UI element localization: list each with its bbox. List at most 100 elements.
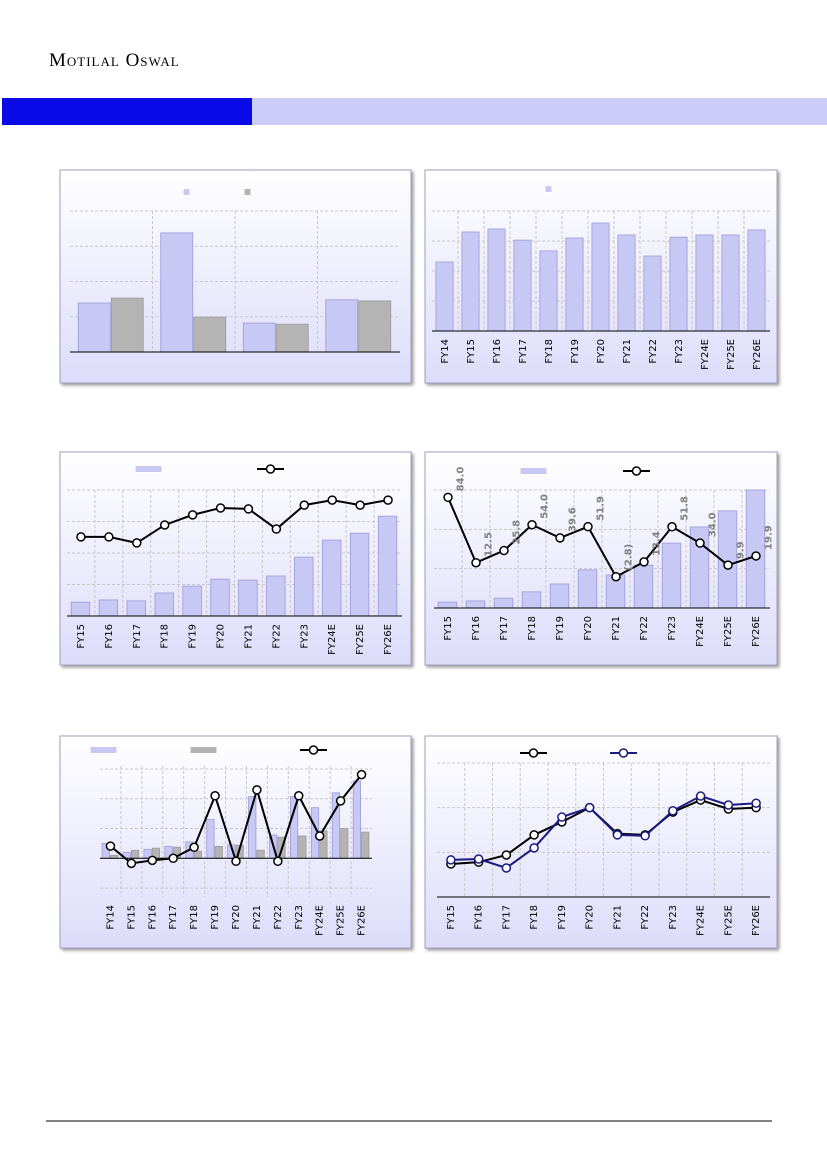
legend-marker bbox=[308, 745, 319, 755]
marker bbox=[105, 841, 116, 851]
data-label: 13.4 bbox=[652, 531, 663, 556]
data-label: 51.9 bbox=[596, 496, 607, 521]
bar bbox=[358, 300, 392, 353]
x-tick-label: FY24E bbox=[700, 339, 711, 370]
marker bbox=[294, 791, 304, 801]
x-tick-label: FY26E bbox=[357, 905, 368, 936]
marker bbox=[501, 863, 512, 873]
x-tick-label: FY14 bbox=[105, 905, 116, 930]
panel bbox=[59, 735, 412, 949]
bar bbox=[633, 564, 654, 609]
marker bbox=[168, 853, 178, 864]
bar bbox=[643, 255, 662, 332]
marker bbox=[314, 831, 325, 841]
legend-swatch bbox=[519, 467, 548, 475]
bar bbox=[617, 234, 636, 332]
bar bbox=[539, 250, 558, 332]
x-tick-label: FY24E bbox=[696, 905, 707, 936]
x-tick-label: FY20 bbox=[596, 339, 607, 364]
bar bbox=[377, 515, 398, 617]
legend-marker bbox=[528, 748, 539, 758]
marker bbox=[584, 802, 595, 813]
x-tick-label: FY20 bbox=[216, 624, 227, 649]
x-tick-label: FY15 bbox=[126, 905, 137, 930]
x-tick-label: FY18 bbox=[529, 905, 540, 930]
x-tick-label: FY18 bbox=[160, 624, 171, 649]
x-tick-label: FY24E bbox=[327, 624, 338, 655]
bar bbox=[214, 845, 223, 859]
x-tick-label: FY18 bbox=[527, 616, 538, 641]
bar bbox=[487, 228, 506, 332]
brand: Motilal Oswal bbox=[49, 50, 180, 71]
marker bbox=[639, 557, 649, 567]
x-tick-label: FY20 bbox=[583, 616, 594, 641]
x-tick-label: FY23 bbox=[668, 905, 679, 930]
marker bbox=[243, 504, 254, 514]
bar bbox=[238, 579, 258, 617]
marker bbox=[252, 785, 262, 795]
chart: FY15 FY16 FY17 FY18 FY19 FY20 FY21 FY22 FY23 FY24… bbox=[437, 748, 770, 936]
bar bbox=[289, 796, 299, 859]
x-tick-label: FY21 bbox=[243, 624, 254, 649]
x-tick-label: FY17 bbox=[132, 624, 143, 649]
x-tick-label: FY26E bbox=[383, 624, 394, 655]
x-tick-label: FY15 bbox=[446, 905, 457, 930]
legend-marker bbox=[265, 464, 276, 474]
x-tick-label: FY23 bbox=[674, 339, 685, 364]
x-tick-label: FY25E bbox=[723, 616, 734, 647]
bar bbox=[193, 850, 202, 859]
line bbox=[447, 496, 757, 579]
bar bbox=[210, 578, 230, 617]
marker bbox=[529, 843, 539, 853]
marker bbox=[104, 532, 114, 542]
x-tick-label: FY20 bbox=[231, 905, 242, 930]
chart bbox=[70, 188, 400, 353]
x-tick-label: FY17 bbox=[168, 905, 179, 930]
marker bbox=[529, 830, 539, 840]
legend-swatch bbox=[189, 746, 218, 754]
bar bbox=[130, 849, 140, 859]
x-tick-label: FY15 bbox=[466, 339, 477, 364]
x-tick-label: FY16 bbox=[104, 624, 115, 649]
bar bbox=[256, 849, 265, 859]
legend-marker bbox=[618, 748, 629, 758]
bar bbox=[435, 261, 454, 332]
x-tick-label: FY22 bbox=[648, 339, 659, 364]
bar bbox=[266, 575, 286, 617]
marker bbox=[667, 522, 677, 532]
bar bbox=[361, 831, 370, 859]
bar bbox=[325, 299, 359, 353]
x-tick-label: FY21 bbox=[252, 905, 263, 930]
legend-swatch bbox=[243, 188, 252, 196]
x-tick-label: FY20 bbox=[585, 905, 596, 930]
bar bbox=[591, 222, 610, 332]
marker bbox=[335, 796, 346, 806]
x-tick-label: FY23 bbox=[294, 905, 305, 930]
bar bbox=[98, 599, 119, 617]
x-tick-label: FY24E bbox=[315, 905, 326, 936]
bar bbox=[77, 302, 111, 353]
bar bbox=[160, 232, 194, 353]
marker bbox=[473, 854, 484, 864]
x-tick-label: FY19 bbox=[555, 616, 566, 641]
bar bbox=[294, 556, 314, 617]
bar bbox=[242, 322, 276, 353]
x-tick-label: FY19 bbox=[557, 905, 568, 930]
marker bbox=[695, 538, 705, 548]
bar bbox=[721, 234, 740, 332]
data-label: 34.0 bbox=[708, 512, 719, 537]
legend-swatch bbox=[134, 465, 163, 473]
bar bbox=[549, 583, 570, 609]
legend-swatch bbox=[544, 185, 553, 193]
chart: FY14 FY15 FY16 FY17 FY18 FY19 FY20 FY21 FY22 FY23… bbox=[89, 745, 372, 936]
x-tick-label: FY18 bbox=[189, 905, 200, 930]
banner-accent bbox=[2, 98, 252, 125]
bar bbox=[465, 600, 486, 609]
bar bbox=[340, 828, 349, 859]
data-label: 84.0 bbox=[456, 467, 467, 492]
marker bbox=[640, 831, 650, 841]
bar bbox=[747, 229, 766, 332]
x-tick-label: FY19 bbox=[210, 905, 221, 930]
marker bbox=[189, 842, 199, 853]
bar bbox=[745, 489, 766, 609]
